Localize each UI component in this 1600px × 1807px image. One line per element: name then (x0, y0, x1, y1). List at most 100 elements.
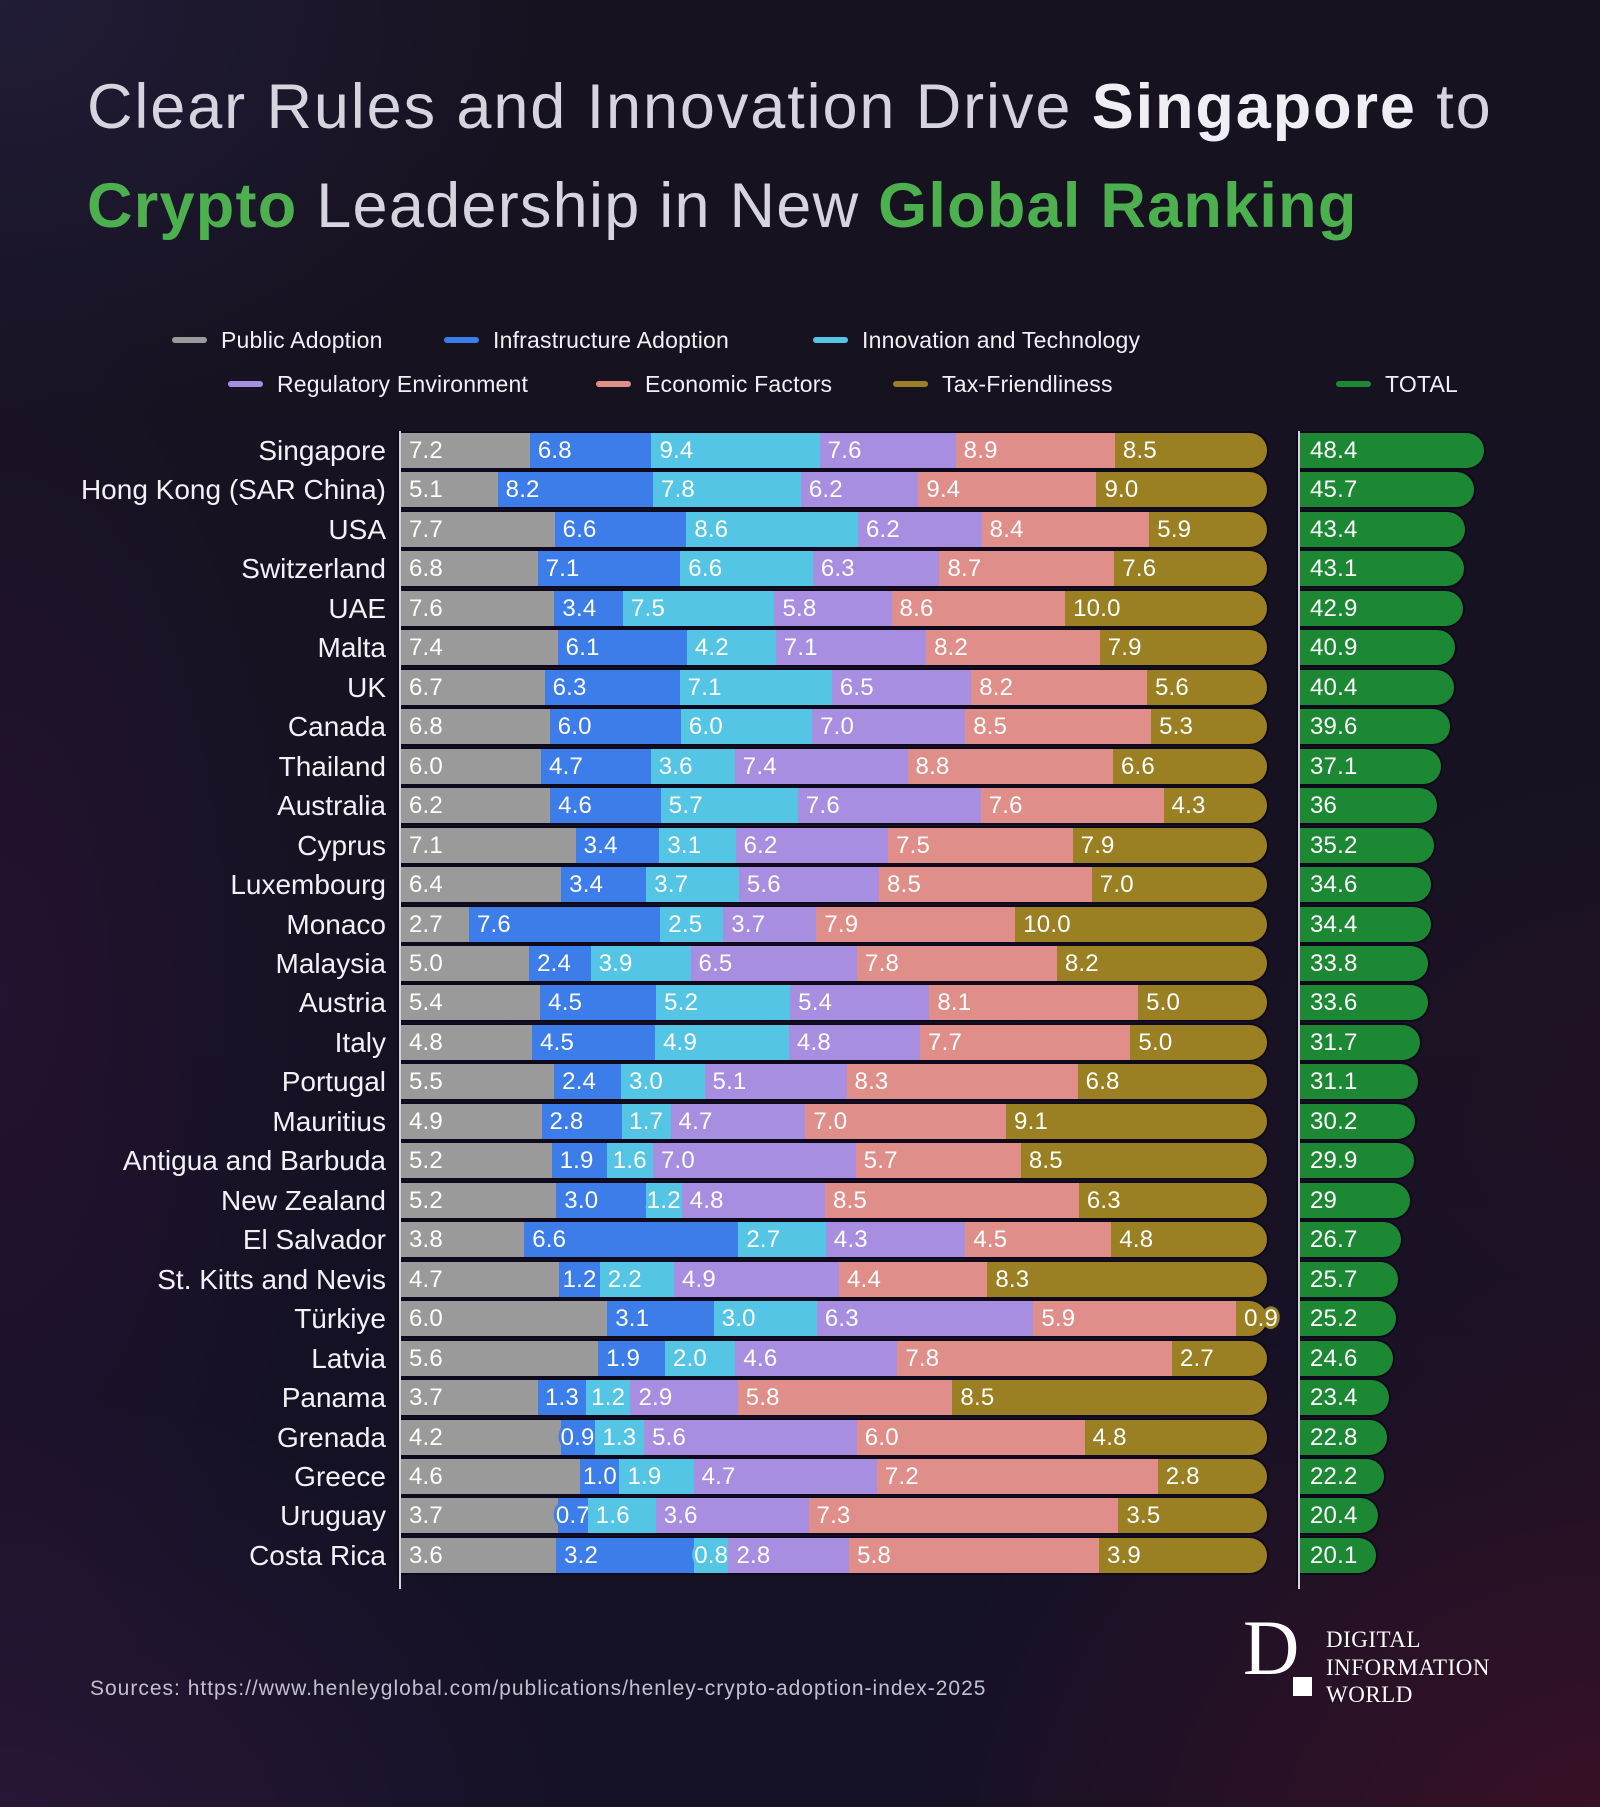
bar-segment (630, 1380, 738, 1416)
segment-value: 5.2 (664, 989, 699, 1017)
bar-segment (401, 1458, 581, 1494)
segment-value: 3.8 (409, 1226, 443, 1254)
country-label: Cyprus (297, 829, 386, 861)
bar-segment (686, 630, 776, 666)
segment-value: 7.6 (805, 792, 840, 820)
segment-value: 8.6 (694, 515, 729, 543)
bar-segment (1157, 1458, 1267, 1494)
country-label: Luxembourg (230, 869, 386, 901)
bar-segment (918, 472, 1097, 508)
bar-segment (401, 1380, 538, 1416)
total-bar: 29.9 (1300, 1143, 1414, 1179)
bar-segment (554, 590, 624, 626)
segment-value: 7.6 (1122, 555, 1157, 583)
stacked-bar: 3.8 6.6 2.7 4.3 4.5 4.8 (401, 1222, 1267, 1258)
bar-segment (1112, 748, 1267, 784)
segment-value: 1.9 (559, 1147, 594, 1175)
stacked-bar: 7.2 6.8 9.4 7.6 8.9 8.5 (401, 433, 1267, 468)
segment-value: 6.7 (409, 673, 443, 701)
segment-value: 5.8 (782, 594, 817, 622)
segment-value: 4.6 (743, 1344, 778, 1372)
bar-segment (971, 669, 1147, 705)
total-bar: 23.4 (1300, 1380, 1389, 1416)
legend-item-total: TOTAL (1336, 362, 1458, 406)
bar-segment (401, 433, 530, 468)
segment-value: 10.0 (1073, 594, 1121, 622)
bar-segment (1065, 590, 1267, 626)
segment-value: 3.0 (564, 1186, 599, 1214)
logo-wordmark: DIGITAL INFORMATION WORLD (1326, 1626, 1490, 1709)
segment-value: 3.0 (721, 1305, 756, 1333)
segment-value: 3.9 (1106, 1541, 1141, 1569)
segment-value: 2.2 (607, 1265, 642, 1293)
bar-segment (939, 551, 1115, 587)
segment-value: 3.0 (628, 1068, 663, 1096)
segment-value: 6.3 (1086, 1186, 1121, 1214)
segment-value: 2.5 (668, 910, 703, 938)
legend-label: Tax-Friendliness (942, 370, 1113, 397)
total-bar: 33.6 (1300, 985, 1428, 1021)
total-value: 29.9 (1310, 1147, 1358, 1175)
total-value: 42.9 (1310, 594, 1358, 622)
total-value: 23.4 (1310, 1384, 1358, 1412)
bar-segment (1149, 511, 1267, 547)
bar-segment (401, 1222, 525, 1258)
right-axis-line (1298, 431, 1300, 1589)
total-bar: 22.2 (1300, 1458, 1385, 1494)
bar-segment (1084, 1419, 1267, 1455)
segment-value: 6.3 (820, 555, 855, 583)
bar-segment (401, 1419, 561, 1455)
segment-value: 5.7 (863, 1147, 898, 1175)
segment-value: 7.8 (905, 1344, 940, 1372)
bar-segment (586, 1380, 631, 1416)
total-bar: 39.6 (1300, 709, 1451, 745)
total-value: 31.1 (1310, 1068, 1358, 1096)
segment-value: 2.4 (537, 949, 572, 977)
bar-segment (1138, 985, 1267, 1021)
total-value: 34.4 (1310, 910, 1358, 938)
segment-value: 4.5 (548, 989, 583, 1017)
total-bar: 20.1 (1300, 1537, 1377, 1573)
total-bar: 36 (1300, 788, 1437, 824)
bar-segment (529, 945, 591, 981)
segment-value: 4.7 (549, 752, 584, 780)
segment-value: 3.4 (569, 871, 604, 899)
segment-value: 6.0 (409, 752, 443, 780)
segment-value: 2.4 (562, 1068, 597, 1096)
bar-segment (401, 748, 542, 784)
bar-segment (1015, 906, 1267, 942)
bar-segment (929, 985, 1139, 1021)
stacked-bar: 3.6 3.2 0.8 2.8 5.8 3.9 (401, 1537, 1267, 1573)
bar-segment (857, 945, 1057, 981)
total-bar: 24.6 (1300, 1340, 1394, 1376)
bar-segment (856, 1419, 1085, 1455)
bar-segment (797, 788, 981, 824)
segment-value: 5.2 (409, 1186, 443, 1214)
segment-value: 7.1 (783, 634, 818, 662)
legend-item-infrastructure-adoption: Infrastructure Adoption (444, 318, 729, 362)
segment-value: 6.6 (532, 1226, 567, 1254)
legend-label: Innovation and Technology (862, 326, 1141, 353)
bar-segment (955, 433, 1115, 468)
bar-segment (401, 788, 551, 824)
bar-segment (728, 1537, 850, 1573)
segment-value: 3.6 (658, 752, 693, 780)
bar-segment (1072, 827, 1267, 863)
bar-segment (401, 867, 562, 903)
bar-segment (650, 748, 735, 784)
total-value: 29 (1310, 1186, 1338, 1214)
total-value: 45.7 (1310, 476, 1358, 504)
segment-value: 3.6 (663, 1502, 698, 1530)
country-label: Türkiye (294, 1303, 386, 1335)
total-bar: 43.1 (1300, 551, 1464, 587)
stacked-bar: 7.6 3.4 7.5 5.8 8.6 10.0 (401, 590, 1267, 626)
total-value: 22.8 (1310, 1423, 1358, 1451)
segment-value: 8.2 (505, 476, 540, 504)
bar-segment (737, 1380, 953, 1416)
total-value: 20.1 (1310, 1541, 1358, 1569)
bar-segment (1111, 1222, 1267, 1258)
legend-item-regulatory-environment: Regulatory Environment (228, 362, 528, 406)
segment-value: 6.6 (688, 555, 723, 583)
segment-value: 4.6 (558, 792, 593, 820)
